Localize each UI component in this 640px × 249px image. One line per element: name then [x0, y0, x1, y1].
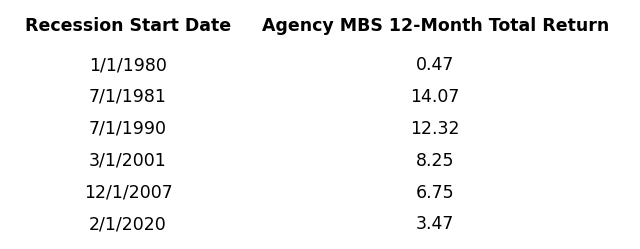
- Text: 0.47: 0.47: [416, 56, 454, 74]
- Text: 3.47: 3.47: [416, 215, 454, 233]
- Text: 7/1/1990: 7/1/1990: [89, 120, 167, 138]
- Text: 14.07: 14.07: [410, 88, 460, 106]
- Text: Agency MBS 12-Month Total Return: Agency MBS 12-Month Total Return: [262, 17, 609, 35]
- Text: 12/1/2007: 12/1/2007: [84, 184, 172, 201]
- Text: 8.25: 8.25: [416, 152, 454, 170]
- Text: 1/1/1980: 1/1/1980: [89, 56, 167, 74]
- Text: Recession Start Date: Recession Start Date: [25, 17, 231, 35]
- Text: 2/1/2020: 2/1/2020: [89, 215, 167, 233]
- Text: 7/1/1981: 7/1/1981: [89, 88, 167, 106]
- Text: 12.32: 12.32: [410, 120, 460, 138]
- Text: 6.75: 6.75: [416, 184, 454, 201]
- Text: 3/1/2001: 3/1/2001: [89, 152, 167, 170]
